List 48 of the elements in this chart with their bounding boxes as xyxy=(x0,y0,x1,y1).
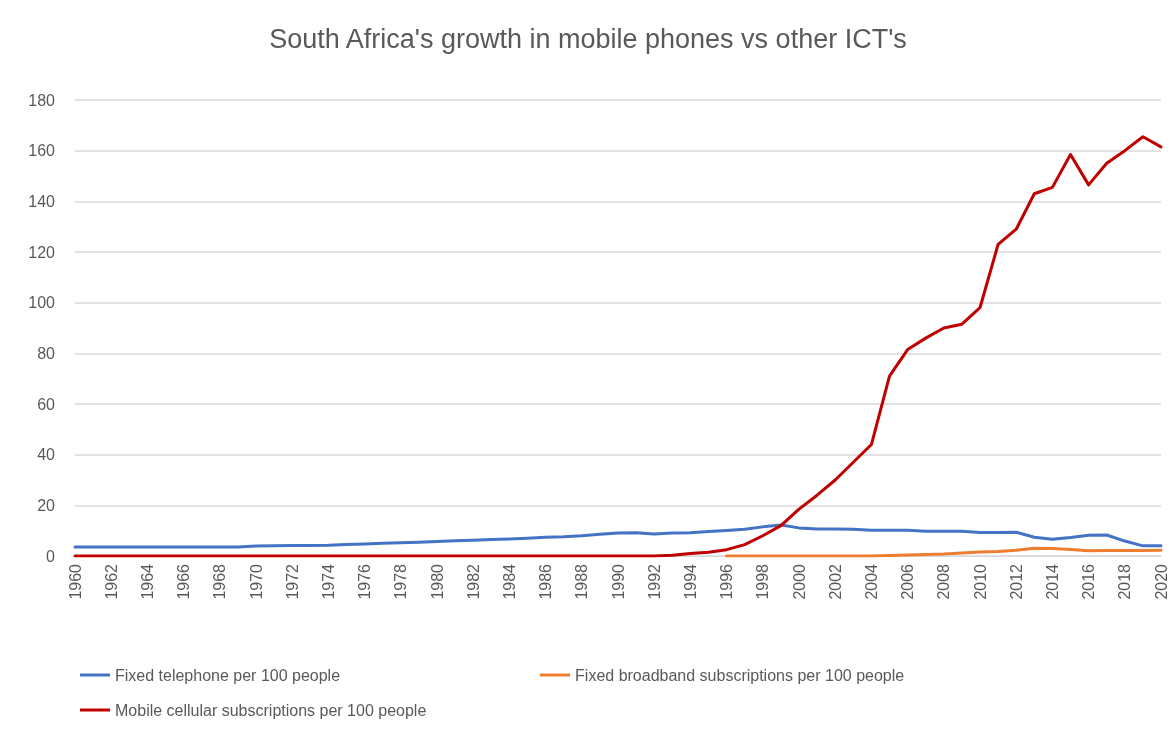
x-tick-label: 1992 xyxy=(645,563,663,600)
x-tick-label: 1998 xyxy=(754,563,772,600)
y-tick-label: 80 xyxy=(37,344,56,362)
y-tick-label: 60 xyxy=(37,395,56,413)
legend-label: Mobile cellular subscriptions per 100 people xyxy=(115,701,427,719)
x-tick-label: 2010 xyxy=(971,563,989,600)
x-tick-label: 2014 xyxy=(1043,563,1061,600)
x-tick-label: 2020 xyxy=(1152,563,1170,600)
x-tick-label: 2004 xyxy=(862,563,880,600)
x-tick-label: 1980 xyxy=(428,563,446,600)
x-tick-label: 2006 xyxy=(899,563,917,600)
x-tick-label: 1962 xyxy=(102,563,120,600)
line-series xyxy=(725,546,1163,558)
y-tick-label: 20 xyxy=(37,496,56,514)
line-series xyxy=(73,135,1163,558)
y-tick-label: 180 xyxy=(28,91,56,109)
y-tick-label: 120 xyxy=(28,243,56,261)
x-tick-label: 1978 xyxy=(392,563,410,600)
x-tick-label: 1970 xyxy=(247,563,265,600)
x-tick-label: 2012 xyxy=(1007,563,1025,600)
chart-title: South Africa's growth in mobile phones vs other ICT's xyxy=(269,23,907,54)
x-tick-label: 1988 xyxy=(573,563,591,600)
x-tick-label: 2018 xyxy=(1116,563,1134,600)
y-tick-label: 40 xyxy=(37,446,56,464)
x-tick-label: 1984 xyxy=(500,563,518,600)
y-tick-label: 140 xyxy=(28,192,56,210)
x-tick-label: 2000 xyxy=(790,563,808,600)
x-tick-label: 1964 xyxy=(138,563,156,600)
x-tick-label: 2008 xyxy=(935,563,953,600)
y-tick-label: 0 xyxy=(46,547,56,565)
x-tick-label: 2016 xyxy=(1080,563,1098,600)
legend-label: Fixed broadband subscriptions per 100 people xyxy=(575,666,905,684)
line-series xyxy=(73,523,1163,549)
x-tick-label: 1976 xyxy=(356,563,374,600)
x-tick-label: 1986 xyxy=(537,563,555,600)
x-tick-label: 1960 xyxy=(66,563,84,600)
y-tick-label: 100 xyxy=(28,294,56,312)
x-tick-label: 1972 xyxy=(283,563,301,600)
x-tick-label: 1966 xyxy=(175,563,193,600)
legend-label: Fixed telephone per 100 people xyxy=(115,666,341,684)
x-tick-label: 1990 xyxy=(609,563,627,600)
x-tick-label: 1996 xyxy=(718,563,736,600)
x-tick-label: 1974 xyxy=(319,563,337,600)
x-tick-label: 1968 xyxy=(211,563,229,600)
x-tick-label: 1982 xyxy=(464,563,482,600)
x-tick-label: 1994 xyxy=(681,563,699,600)
y-tick-label: 160 xyxy=(28,142,56,160)
x-tick-label: 2002 xyxy=(826,563,844,600)
